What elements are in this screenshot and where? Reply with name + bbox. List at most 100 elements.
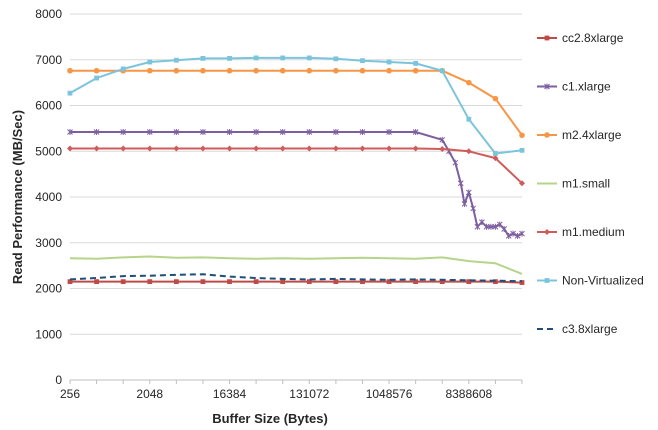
data-point-marker — [359, 67, 366, 74]
data-point-marker — [439, 279, 445, 285]
data-point-marker — [457, 180, 464, 187]
legend-label: m1.small — [562, 177, 610, 191]
data-point-marker — [306, 55, 312, 61]
data-point-marker — [544, 35, 550, 41]
data-point-marker — [359, 129, 366, 136]
data-point-marker — [483, 223, 490, 230]
data-point-marker — [501, 226, 508, 233]
legend-label: c3.8xlarge — [562, 322, 618, 336]
legend-item: c1.xlarge — [537, 80, 611, 94]
legend-item: m1.small — [537, 177, 610, 191]
data-point-marker — [67, 145, 73, 152]
legend-label: c1.xlarge — [562, 80, 611, 94]
data-point-marker — [200, 279, 206, 285]
data-point-marker — [253, 145, 260, 152]
series-line — [69, 56, 523, 155]
data-point-marker — [386, 129, 392, 136]
data-point-marker — [67, 279, 73, 285]
data-point-marker — [544, 132, 550, 138]
data-point-marker — [386, 145, 393, 152]
data-point-marker — [519, 180, 525, 187]
data-point-marker — [544, 229, 550, 235]
y-tick-label: 8000 — [35, 7, 62, 21]
data-point-marker — [173, 129, 180, 136]
legend-item: m2.4xlarge — [537, 128, 622, 142]
data-point-marker — [93, 67, 100, 74]
data-point-marker — [146, 67, 153, 74]
data-point-marker — [519, 230, 525, 237]
legend-label: m1.medium — [562, 225, 625, 239]
data-point-marker — [466, 116, 472, 122]
x-tick-label: 256 — [60, 387, 80, 401]
data-point-marker — [510, 230, 516, 237]
data-point-marker — [279, 67, 286, 74]
axes: 0 1000 2000 3000 4000 5000 6000 7000 8000 256 2048… — [35, 7, 523, 401]
series-non-virtualized — [67, 55, 525, 156]
data-point-marker — [280, 55, 286, 61]
data-point-marker — [386, 59, 392, 65]
data-point-marker — [519, 280, 525, 285]
data-point-marker — [412, 67, 419, 74]
data-point-marker — [333, 67, 339, 74]
data-point-marker — [519, 147, 525, 153]
data-point-marker — [253, 279, 259, 285]
data-point-marker — [412, 145, 419, 152]
x-tick-label: 131072 — [289, 387, 329, 401]
data-point-marker — [227, 279, 232, 285]
data-point-marker — [120, 279, 126, 285]
gridlines — [70, 13, 522, 381]
data-point-marker — [227, 55, 232, 61]
y-tick-label: 2000 — [35, 282, 62, 296]
data-point-marker — [146, 145, 153, 152]
data-point-marker — [514, 232, 521, 239]
data-point-marker — [360, 58, 365, 64]
legend-label: cc2.8xlarge — [562, 31, 624, 45]
series-c1-xlarge — [67, 129, 525, 239]
data-point-marker — [120, 66, 126, 72]
data-point-marker — [412, 129, 419, 136]
data-point-marker — [360, 279, 365, 285]
data-point-marker — [333, 129, 339, 136]
data-point-marker — [452, 159, 459, 166]
series-line — [69, 273, 523, 283]
y-axis-title: Read Performance (MB/Sec) — [10, 110, 25, 284]
y-tick-label: 0 — [55, 373, 62, 387]
data-point-marker — [67, 129, 73, 136]
data-point-marker — [67, 90, 73, 96]
data-point-marker — [496, 221, 503, 228]
data-point-marker — [200, 55, 206, 61]
y-tick-label: 1000 — [35, 327, 62, 341]
data-point-marker — [173, 279, 179, 285]
data-point-marker — [226, 67, 233, 74]
series-m2-4xlarge — [67, 67, 525, 139]
series-c3-8xlarge — [69, 273, 523, 283]
data-point-marker — [439, 68, 445, 74]
series-line — [70, 147, 523, 185]
data-point-marker — [279, 129, 286, 136]
series-line — [70, 69, 523, 136]
data-point-marker — [413, 61, 419, 66]
data-point-marker — [253, 55, 259, 61]
data-point-marker — [544, 83, 550, 90]
data-point-marker — [199, 145, 206, 152]
data-point-marker — [173, 145, 180, 152]
x-tick-label: 8388608 — [445, 387, 492, 401]
series-group — [67, 55, 525, 285]
series-m1-medium — [67, 145, 525, 187]
data-point-marker — [470, 205, 477, 212]
data-point-marker — [544, 278, 550, 283]
data-point-marker — [147, 59, 153, 65]
data-point-marker — [461, 200, 468, 207]
data-point-marker — [488, 223, 494, 230]
data-point-marker — [466, 79, 472, 86]
data-point-marker — [306, 279, 312, 285]
data-point-marker — [226, 129, 233, 136]
data-point-marker — [146, 129, 153, 136]
data-point-marker — [386, 67, 392, 74]
data-point-marker — [120, 129, 127, 136]
data-point-marker — [332, 145, 339, 152]
data-point-marker — [200, 67, 206, 74]
data-point-marker — [359, 145, 366, 152]
y-tick-label: 4000 — [35, 190, 62, 204]
